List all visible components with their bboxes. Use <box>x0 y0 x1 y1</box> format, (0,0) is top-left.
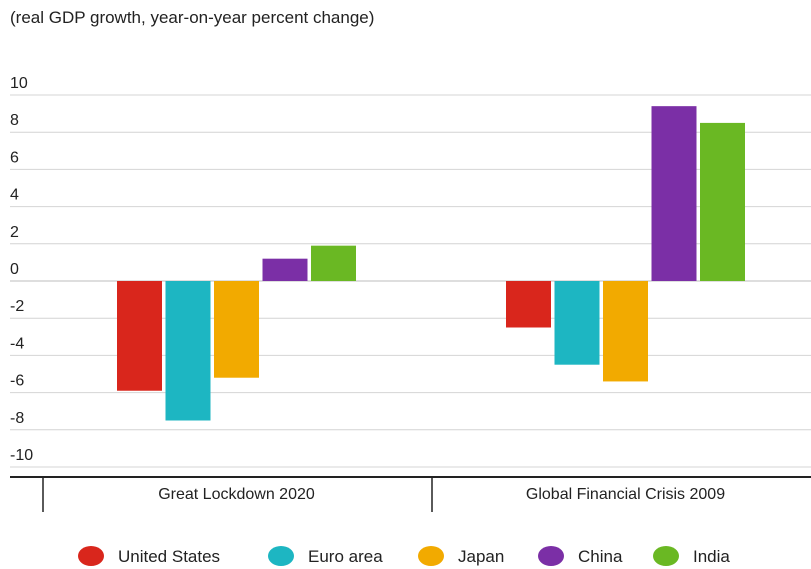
legend-swatch <box>268 546 294 566</box>
bar <box>311 245 356 281</box>
y-tick-label: 6 <box>10 149 19 166</box>
y-tick-label: -2 <box>10 298 24 315</box>
y-tick-label: 10 <box>10 75 28 92</box>
y-tick-label: -4 <box>10 335 24 352</box>
y-tick-label: 4 <box>10 187 19 204</box>
y-tick-label: -10 <box>10 447 33 464</box>
y-tick-label: 0 <box>10 261 19 278</box>
y-tick-label: -6 <box>10 373 24 390</box>
legend-swatch <box>418 546 444 566</box>
bar <box>165 281 211 421</box>
bar <box>554 281 600 365</box>
y-tick-label: 2 <box>10 224 19 241</box>
chart-legend: United States Euro area Japan China India <box>0 544 811 568</box>
chart-subtitle: (real GDP growth, year-on-year percent c… <box>10 8 375 27</box>
bar <box>506 281 551 328</box>
legend-label: China <box>578 547 623 566</box>
y-tick-label: -8 <box>10 410 24 427</box>
bar <box>214 281 259 378</box>
bar <box>700 122 745 282</box>
bar <box>651 106 697 281</box>
legend-swatch <box>78 546 104 566</box>
legend-swatch <box>653 546 679 566</box>
x-category-label: Great Lockdown 2020 <box>158 486 315 503</box>
bar <box>117 281 162 391</box>
bar <box>603 281 648 382</box>
legend-label: Japan <box>458 547 505 566</box>
legend-label: India <box>693 547 730 566</box>
legend-label: Euro area <box>308 547 383 566</box>
legend-label: United States <box>118 547 221 566</box>
bar <box>262 258 308 281</box>
legend-swatch <box>538 546 564 566</box>
x-category-label: Global Financial Crisis 2009 <box>526 486 725 503</box>
y-tick-label: 8 <box>10 112 19 129</box>
